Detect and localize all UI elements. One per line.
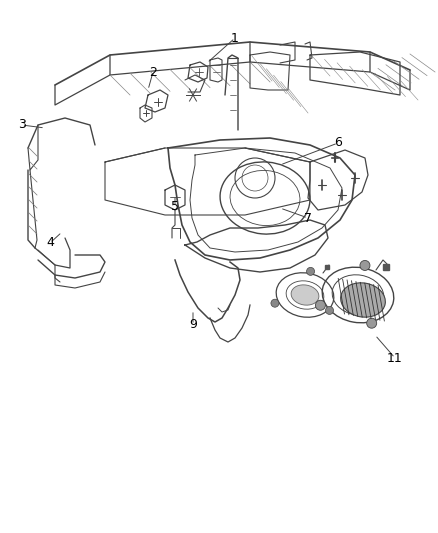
Circle shape [271,299,279,307]
Text: 6: 6 [334,136,342,149]
Circle shape [325,306,333,314]
Text: 4: 4 [46,237,54,249]
Text: 11: 11 [387,351,403,365]
Text: 1: 1 [231,31,239,44]
Circle shape [307,268,314,276]
Ellipse shape [291,285,319,305]
Circle shape [360,261,370,270]
Text: 9: 9 [189,319,197,332]
Text: 5: 5 [171,200,179,214]
Ellipse shape [341,283,385,317]
Circle shape [367,318,377,328]
Text: 7: 7 [304,212,312,224]
Text: 3: 3 [18,118,26,132]
Circle shape [315,300,325,310]
Text: 2: 2 [149,66,157,78]
